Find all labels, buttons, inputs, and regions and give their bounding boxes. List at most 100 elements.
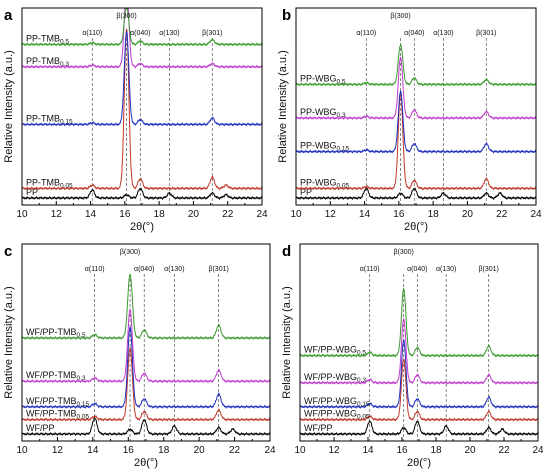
series-line: [21, 308, 271, 384]
series-line: [295, 90, 537, 154]
x-tick-label: 16: [123, 445, 135, 456]
series-line: [21, 346, 271, 422]
x-tick-label: 12: [51, 209, 63, 220]
x-tick-label: 18: [154, 209, 166, 220]
series-label: WF/PP: [26, 423, 55, 433]
series-line: [21, 325, 271, 409]
series-label: WF/PP-WBG0.3: [304, 372, 366, 384]
x-axis-title: 2θ(°): [404, 221, 428, 233]
peak-label: α(130): [164, 266, 184, 273]
series-label: PP-WBG0.3: [300, 107, 346, 119]
series-label: PP: [300, 187, 312, 197]
series-label: WF/PP-WBG0.5: [304, 345, 366, 357]
x-tick-label: 14: [362, 445, 374, 456]
peak-label: α(040): [130, 30, 150, 37]
peak-label: α(110): [82, 30, 102, 37]
series-label: PP-TMB0.5: [26, 33, 69, 45]
panel-letter: d: [282, 243, 291, 260]
x-tick-label: 24: [264, 445, 276, 456]
series-line: [21, 8, 263, 69]
panel-a: aPPPP-TMB0.05PP-TMB0.15PP-TMB0.3PP-TMB0.…: [3, 7, 268, 233]
peak-label: α(130): [436, 266, 456, 273]
x-tick-label: 14: [87, 445, 99, 456]
peak-label: α(110): [360, 266, 380, 273]
x-tick-label: 24: [532, 445, 544, 456]
x-tick-label: 22: [498, 445, 510, 456]
series-line: [21, 416, 271, 437]
peak-label: α(130): [433, 30, 453, 37]
x-tick-label: 16: [396, 445, 408, 456]
series-line: [299, 338, 539, 409]
series-line: [295, 187, 537, 201]
panel-letter: c: [4, 243, 12, 260]
series-label: WF/PP: [304, 423, 333, 433]
x-tick-label: 20: [188, 209, 200, 220]
y-axis-title: Relative Intensity (a.u.): [3, 286, 15, 399]
series-line: [295, 56, 537, 121]
x-tick-label: 24: [256, 209, 268, 220]
x-tick-label: 22: [496, 209, 508, 220]
series-label: PP-TMB0.3: [26, 56, 69, 68]
x-tick-label: 14: [359, 209, 371, 220]
x-tick-label: 20: [462, 209, 474, 220]
y-axis-title: Relative Intensity (a.u.): [281, 286, 293, 399]
x-tick-label: 12: [325, 209, 337, 220]
x-tick-label: 22: [229, 445, 241, 456]
series-line: [21, 8, 263, 47]
series-line: [21, 273, 271, 341]
peak-label: α(040): [407, 266, 427, 273]
x-tick-label: 10: [294, 445, 306, 456]
series-label: WF/PP-TMB0.15: [26, 396, 90, 408]
x-axis-title: 2θ(°): [134, 457, 158, 469]
peak-label: α(110): [85, 266, 105, 273]
panel-letter: b: [282, 7, 291, 24]
peak-label: α(130): [159, 30, 179, 37]
peak-label: α(040): [134, 266, 154, 273]
series-label: PP: [26, 187, 38, 197]
x-tick-label: 12: [52, 445, 64, 456]
x-tick-label: 20: [464, 445, 476, 456]
series-line: [299, 317, 539, 385]
x-tick-label: 18: [430, 445, 442, 456]
x-tick-label: 14: [85, 209, 97, 220]
peak-label: β(301): [202, 30, 222, 37]
x-tick-label: 24: [530, 209, 542, 220]
series-label: WF/PP-TMB0.05: [26, 409, 90, 421]
series-line: [299, 420, 539, 437]
series-label: WF/PP-TMB0.5: [26, 327, 86, 339]
x-tick-label: 18: [158, 445, 170, 456]
series-label: WF/PP-WBG0.15: [304, 396, 370, 408]
peak-label: β(300): [120, 249, 140, 256]
series-line: [295, 90, 537, 191]
panel-letter: a: [4, 7, 13, 24]
peak-label: β(301): [479, 266, 499, 273]
series-line: [299, 358, 539, 422]
x-axis-title: 2θ(°): [130, 221, 154, 233]
peak-label: β(300): [394, 249, 414, 256]
series-line: [295, 44, 537, 87]
x-tick-label: 12: [328, 445, 340, 456]
x-tick-label: 20: [194, 445, 206, 456]
series-label: WF/PP-WBG0.05: [304, 409, 370, 421]
peak-label: β(301): [208, 266, 228, 273]
x-tick-label: 10: [290, 209, 302, 220]
series-line: [21, 187, 263, 201]
peak-label: β(300): [116, 13, 136, 20]
peak-label: α(110): [356, 30, 376, 37]
panel-b: bPPPP-WBG0.05PP-WBG0.15PP-WBG0.3PP-WBG0.…: [277, 7, 542, 233]
peak-label: α(040): [404, 30, 424, 37]
x-tick-label: 16: [393, 209, 405, 220]
series-line: [21, 30, 263, 127]
x-tick-label: 10: [16, 445, 28, 456]
y-axis-title: Relative Intensity (a.u.): [277, 50, 289, 163]
peak-label: β(300): [390, 13, 410, 20]
x-tick-label: 16: [119, 209, 131, 220]
series-label: PP-WBG0.5: [300, 73, 346, 85]
series-line: [21, 28, 263, 191]
x-tick-label: 10: [16, 209, 28, 220]
x-tick-label: 18: [428, 209, 440, 220]
y-axis-title: Relative Intensity (a.u.): [3, 50, 15, 163]
